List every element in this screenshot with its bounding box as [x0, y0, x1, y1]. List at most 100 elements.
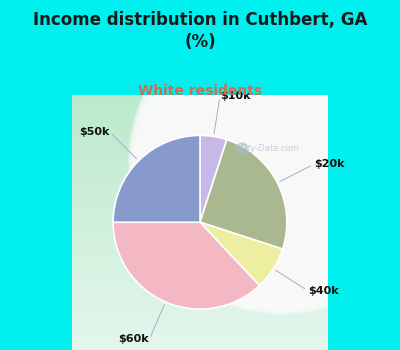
Bar [0, 348, 400, 350]
Circle shape [132, 11, 400, 311]
Bar [0, 308, 400, 310]
Bar [0, 195, 400, 196]
Bar [0, 115, 400, 117]
Circle shape [129, 8, 400, 314]
Bar [0, 299, 400, 300]
Circle shape [138, 17, 400, 305]
Bar [0, 186, 400, 187]
Bar [0, 112, 400, 113]
Circle shape [138, 17, 400, 304]
Circle shape [143, 22, 400, 300]
Bar [0, 285, 400, 287]
Circle shape [158, 37, 400, 285]
Circle shape [132, 11, 400, 310]
Bar [0, 72, 400, 74]
Bar [0, 332, 400, 334]
Circle shape [158, 37, 400, 285]
Text: City-Data.com: City-Data.com [240, 144, 299, 153]
Bar [0, 271, 400, 273]
Circle shape [149, 28, 400, 294]
Circle shape [141, 20, 400, 302]
Wedge shape [200, 135, 227, 222]
Bar [0, 242, 400, 244]
Bar [0, 113, 400, 115]
Bar [0, 215, 400, 216]
Bar [0, 207, 400, 209]
Bar [0, 139, 400, 141]
Bar [0, 138, 400, 139]
Bar [0, 110, 400, 112]
Bar [0, 189, 400, 190]
Circle shape [130, 9, 400, 313]
Bar [0, 141, 400, 142]
Bar [0, 81, 400, 83]
Bar [0, 298, 400, 299]
Circle shape [156, 35, 400, 287]
Wedge shape [200, 222, 283, 286]
Circle shape [156, 35, 400, 287]
Circle shape [152, 31, 400, 291]
Bar [0, 118, 400, 120]
Circle shape [158, 37, 400, 284]
Circle shape [148, 27, 400, 294]
Text: $20k: $20k [314, 159, 344, 169]
Bar [0, 152, 400, 153]
Bar [0, 147, 400, 149]
Circle shape [136, 15, 400, 306]
Bar [0, 84, 400, 86]
Bar [0, 322, 400, 323]
Bar [0, 210, 400, 211]
Circle shape [130, 9, 400, 313]
Circle shape [236, 143, 248, 154]
Bar [0, 339, 400, 340]
Bar [0, 209, 400, 210]
Bar [0, 121, 400, 122]
Bar [0, 164, 400, 166]
Bar [0, 330, 400, 331]
Bar [0, 198, 400, 199]
Circle shape [138, 18, 400, 304]
Bar [0, 101, 400, 103]
Bar [0, 95, 400, 97]
Bar [0, 201, 400, 202]
Circle shape [147, 26, 400, 296]
Bar [0, 268, 400, 270]
Bar [0, 342, 400, 343]
Bar [0, 129, 400, 130]
Bar [0, 97, 400, 98]
Circle shape [149, 28, 400, 294]
Bar [0, 287, 400, 288]
Bar [0, 310, 400, 311]
Circle shape [137, 16, 400, 306]
Bar [0, 162, 400, 164]
Circle shape [145, 24, 400, 297]
Text: $50k: $50k [79, 127, 110, 137]
Bar [0, 253, 400, 254]
Bar [0, 107, 400, 109]
Circle shape [146, 25, 400, 297]
Bar [0, 196, 400, 198]
Bar [0, 328, 400, 330]
Circle shape [135, 14, 400, 308]
Circle shape [157, 36, 400, 286]
Bar [0, 345, 400, 346]
Circle shape [152, 31, 400, 291]
Circle shape [140, 20, 400, 302]
Circle shape [151, 30, 400, 292]
Bar [0, 205, 400, 207]
Circle shape [142, 21, 400, 301]
Bar [0, 325, 400, 327]
Bar [0, 236, 400, 238]
Bar [0, 175, 400, 176]
Bar [0, 170, 400, 172]
Bar [0, 239, 400, 241]
Circle shape [153, 33, 400, 289]
Bar [0, 316, 400, 317]
Circle shape [148, 27, 400, 295]
Circle shape [155, 34, 400, 288]
Bar [0, 229, 400, 230]
Bar [0, 270, 400, 271]
Bar [0, 190, 400, 191]
Circle shape [140, 19, 400, 303]
Bar [0, 126, 400, 127]
